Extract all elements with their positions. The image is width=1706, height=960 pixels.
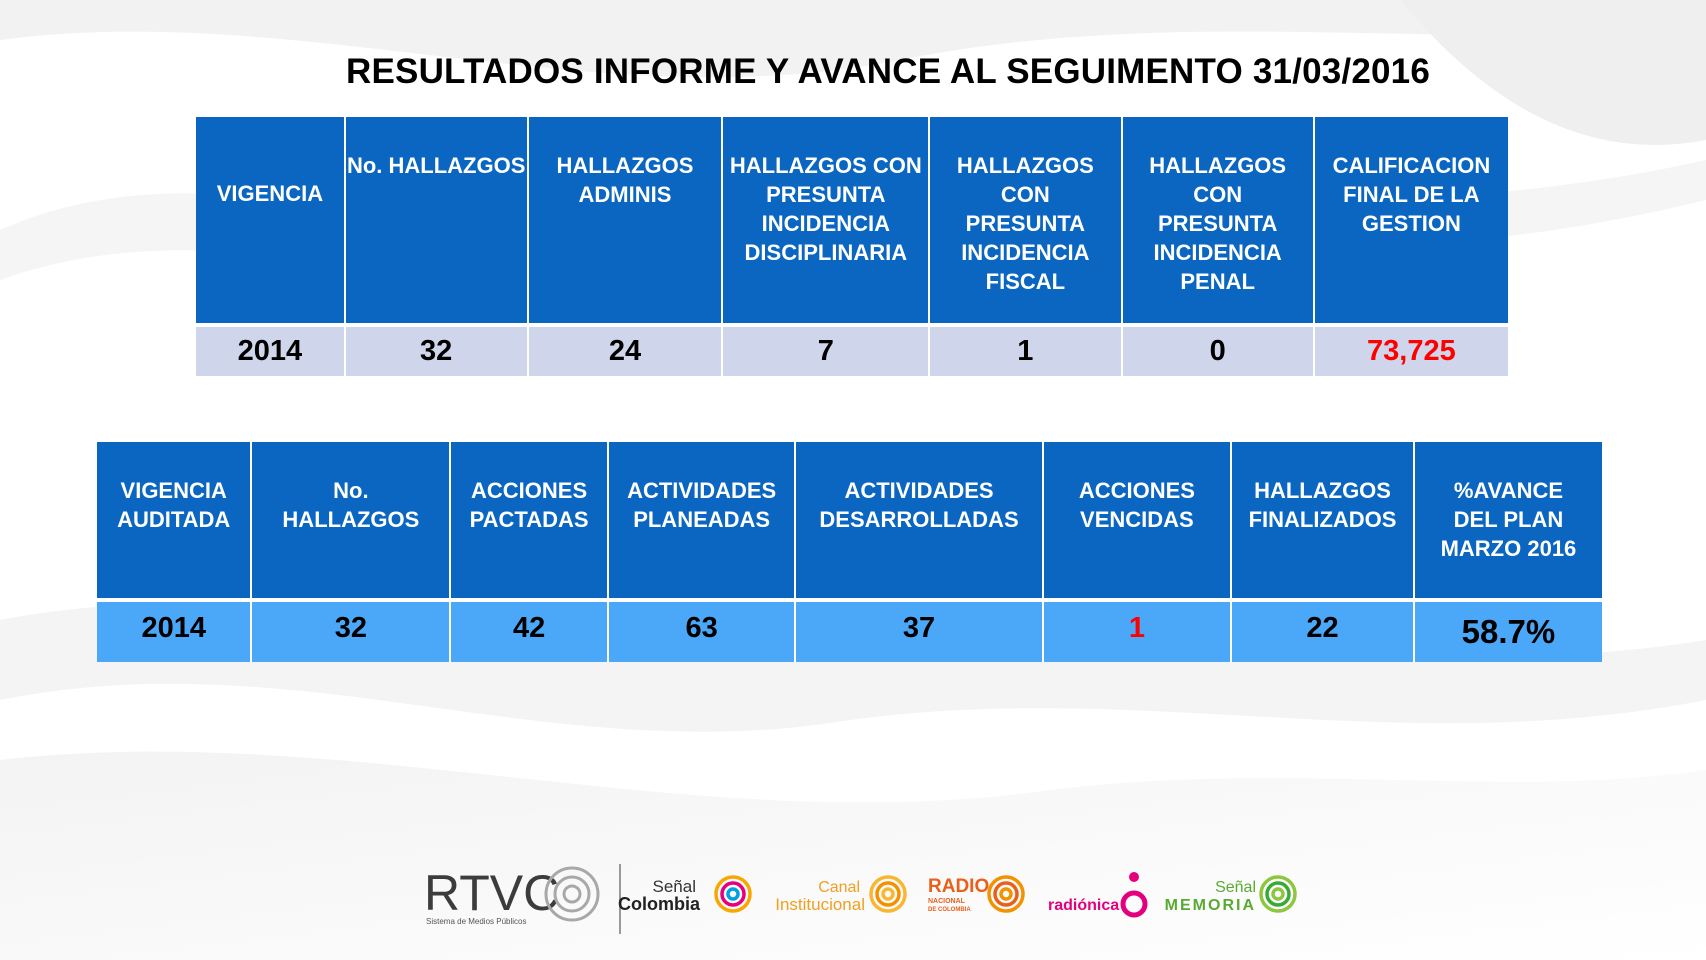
cell-acciones-pactadas: 42 (449, 600, 609, 662)
rtvc-tagline: Sistema de Medios Públicos (426, 917, 527, 926)
cell-no-hallazgos-2: 32 (250, 600, 452, 662)
rtvc-wordmark: RTVC (424, 865, 559, 921)
header-vigencia: VIGENCIA (196, 117, 346, 327)
cell-vigencia-auditada: 2014 (97, 600, 253, 662)
progress-header-row: VIGENCIA AUDITADA No. HALLAZGOS ACCIONES… (97, 442, 1602, 602)
radionica-figure-icon (1120, 872, 1148, 918)
cell-incidencia-penal: 0 (1120, 325, 1315, 376)
radio-nacional-swirl-icon (987, 875, 1025, 913)
senal-colombia-line1: Señal (653, 877, 696, 896)
progress-table: VIGENCIA AUDITADA No. HALLAZGOS ACCIONES… (97, 442, 1602, 662)
progress-data-row: 2014 32 42 63 37 1 22 58.7% (97, 600, 1602, 662)
cell-vigencia: 2014 (196, 325, 346, 376)
senal-memoria-line2: MEMORIA (1165, 897, 1256, 914)
cell-acciones-vencidas: 1 (1041, 600, 1233, 662)
header-vigencia-auditada: VIGENCIA AUDITADA (97, 442, 253, 602)
cell-incidencia-disciplinaria: 7 (721, 325, 931, 376)
cell-incidencia-fiscal: 1 (928, 325, 1123, 376)
header-actividades-planeadas: ACTIVIDADES PLANEADAS (606, 442, 797, 602)
radio-nacional-line2: NACIONAL (928, 898, 966, 905)
page-title: RESULTADOS INFORME Y AVANCE AL SEGUIMENT… (346, 52, 1430, 91)
header-avance-plan: %AVANCE DEL PLAN MARZO 2016 (1412, 442, 1602, 602)
results-data-row: 2014 32 24 7 1 0 73,725 (196, 325, 1508, 376)
header-incidencia-disciplinaria: HALLAZGOS CON PRESUNTA INCIDENCIA DISCIP… (721, 117, 931, 327)
radio-nacional-logo: RADIO NACIONAL DE COLOMBIA (928, 875, 1025, 913)
cell-avance-plan: 58.7% (1412, 600, 1602, 662)
rtvc-logo: RTVC Sistema de Medios Públicos (424, 865, 600, 926)
senal-colombia-logo: Señal Colombia (618, 875, 752, 914)
canal-institucional-line1: Canal (818, 879, 860, 896)
senal-colombia-swirl-icon (714, 875, 752, 913)
header-hallazgos-adminis: HALLAZGOS ADMINIS (526, 117, 724, 327)
results-table: VIGENCIA No. HALLAZGOS HALLAZGOS ADMINIS… (196, 117, 1508, 376)
senal-memoria-logo: Señal MEMORIA (1165, 875, 1297, 914)
header-no-hallazgos: No. HALLAZGOS (343, 117, 529, 327)
cell-actividades-planeadas: 63 (606, 600, 797, 662)
header-calificacion-final: CALIFICACION FINAL DE LA GESTION (1312, 117, 1508, 327)
header-no-hallazgos-2: No. HALLAZGOS (250, 442, 452, 602)
header-incidencia-fiscal: HALLAZGOS CON PRESUNTA INCIDENCIA FISCAL (928, 117, 1123, 327)
cell-hallazgos-adminis: 24 (526, 325, 724, 376)
senal-memoria-line1: Señal (1215, 879, 1256, 896)
header-acciones-pactadas: ACCIONES PACTADAS (449, 442, 609, 602)
cell-hallazgos-finalizados: 22 (1230, 600, 1415, 662)
footer-logos: RTVC Sistema de Medios Públicos Señal Co… (424, 864, 1297, 934)
radionica-wordmark: radiónica (1048, 897, 1119, 914)
canal-institucional-logo: Canal Institucional (775, 875, 907, 914)
header-acciones-vencidas: ACCIONES VENCIDAS (1041, 442, 1233, 602)
results-header-row: VIGENCIA No. HALLAZGOS HALLAZGOS ADMINIS… (196, 117, 1508, 327)
canal-institucional-line2: Institucional (775, 895, 865, 914)
radio-nacional-line3: DE COLOMBIA (928, 907, 971, 913)
header-incidencia-penal: HALLAZGOS CON PRESUNTA INCIDENCIA PENAL (1120, 117, 1315, 327)
senal-memoria-swirl-icon (1259, 875, 1297, 913)
header-actividades-desarrolladas: ACTIVIDADES DESARROLLADAS (794, 442, 1044, 602)
canal-institucional-swirl-icon (869, 875, 907, 913)
radio-nacional-line1: RADIO (928, 876, 989, 897)
rtvc-swirl-icon (544, 866, 600, 922)
radionica-logo: radiónica (1048, 872, 1148, 918)
senal-colombia-line2: Colombia (618, 894, 701, 914)
header-hallazgos-finalizados: HALLAZGOS FINALIZADOS (1230, 442, 1415, 602)
cell-calificacion-final: 73,725 (1312, 325, 1508, 376)
cell-no-hallazgos: 32 (343, 325, 529, 376)
cell-actividades-desarrolladas: 37 (794, 600, 1044, 662)
